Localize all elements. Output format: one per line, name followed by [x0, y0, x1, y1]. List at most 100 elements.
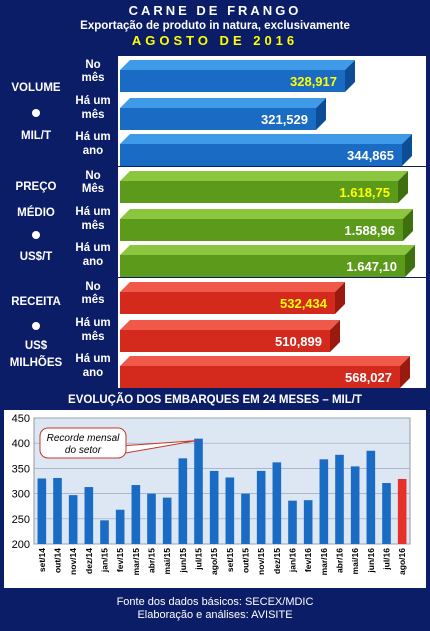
- x-tick-label: mai/16: [350, 548, 360, 575]
- bar-side: [405, 245, 415, 277]
- footer: Fonte dos dados básicos: SECEX/MDIC Elab…: [4, 591, 426, 627]
- row-label: Há um: [75, 353, 111, 365]
- bar-top: [120, 134, 412, 144]
- y-tick-label: 200: [12, 539, 30, 551]
- x-tick-label: out/14: [53, 548, 63, 573]
- revenue-label-block: RECEITA US$ MILHÕES: [4, 278, 68, 388]
- chart-bar: [272, 462, 282, 544]
- chart-bar: [178, 458, 188, 544]
- chart-bar: [366, 450, 376, 544]
- chart-bar: [319, 459, 329, 544]
- bullet-icon: [32, 109, 40, 117]
- price-label-block: PREÇO MÉDIO US$/T: [4, 167, 68, 277]
- header-period: AGOSTO DE 2016: [131, 33, 299, 48]
- stepped-bars: 344,865 321,529 328,917: [120, 60, 412, 166]
- bar-side: [400, 356, 410, 388]
- x-tick-label: nov/14: [68, 548, 78, 575]
- bar-face: [120, 70, 345, 92]
- row-label: ano: [82, 256, 104, 268]
- x-tick-label: jul/16: [382, 548, 392, 571]
- bar-value-label: 344,865: [347, 148, 394, 163]
- bar-side: [402, 134, 412, 166]
- row-label: Há um: [75, 95, 111, 107]
- x-tick-label: mai/15: [162, 548, 172, 575]
- bar-value-label: 321,529: [261, 112, 308, 127]
- price-bars: 1.647,10 1.588,96 1.618,75: [118, 167, 426, 277]
- x-tick-label: jan/16: [288, 548, 298, 573]
- row-label: No: [85, 281, 101, 293]
- y-tick-label: 350: [12, 463, 30, 475]
- price-panel: PREÇO MÉDIO US$/T No Mês Há um mês Há um…: [4, 167, 426, 277]
- row-label: mês: [81, 220, 105, 232]
- chart-bar: [115, 509, 125, 544]
- bar-top: [120, 98, 326, 108]
- row-label: ano: [82, 367, 104, 379]
- bar-value-label: 510,899: [275, 334, 322, 349]
- row-label: mês: [81, 331, 105, 343]
- x-tick-label: set/14: [37, 548, 47, 572]
- bar-side: [398, 171, 408, 203]
- x-tick-label: set/15: [225, 548, 235, 572]
- bullet-icon: [32, 322, 40, 330]
- volume-panel: VOLUME MIL/T No mês Há um mês Há um ano …: [4, 56, 426, 166]
- footer-credits: Elaboração e análises: AVISITE: [137, 609, 293, 621]
- bar-top: [120, 209, 413, 219]
- x-tick-label: fev/15: [115, 548, 125, 572]
- price-label-2: MÉDIO: [17, 207, 55, 219]
- chart-bar: [256, 470, 266, 544]
- chart-bar: [37, 478, 47, 544]
- revenue-categories: No mês Há um mês Há um ano: [68, 278, 118, 388]
- chart-bar: [68, 495, 78, 544]
- revenue-unit: US$: [24, 340, 48, 352]
- x-tick-label: jun/15: [178, 548, 188, 574]
- bar-side: [345, 60, 355, 92]
- bar-face: [120, 144, 402, 166]
- chart-bar: [397, 478, 407, 544]
- y-tick-label: 400: [12, 438, 30, 450]
- chart-bar: [382, 483, 391, 544]
- bullet-icon: [32, 231, 40, 239]
- volume-bars: 344,865 321,529 328,917: [118, 56, 426, 166]
- header: CARNE DE FRANGO Exportação de produto in…: [4, 3, 426, 51]
- volume-label-block: VOLUME MIL/T: [4, 56, 68, 166]
- bar-value-label: 328,917: [290, 74, 337, 89]
- y-tick-label: 450: [12, 413, 30, 425]
- x-tick-label: abr/15: [147, 548, 157, 573]
- price-categories: No Mês Há um mês Há um ano: [68, 167, 118, 277]
- chart-bar: [350, 466, 360, 544]
- bar-chart-svg: 200 250 300 350 400 450 set/14 out/14 nov/14 dez/…: [12, 413, 411, 575]
- x-tick-label: ago/16: [397, 548, 407, 575]
- y-tick-label: 250: [12, 514, 30, 526]
- y-tick-label: 300: [12, 489, 30, 501]
- bar-chart: 200 250 300 350 400 450 set/14 out/14 nov/14 dez/…: [4, 410, 426, 588]
- bar-value-label: 532,434: [280, 296, 328, 311]
- revenue-panel: RECEITA US$ MILHÕES No mês Há um mês Há …: [4, 278, 426, 388]
- chart-title: EVOLUÇÃO DOS EMBARQUES EM 24 MESES – MIL…: [4, 392, 426, 408]
- x-tick-label: jun/16: [366, 548, 376, 574]
- x-tick-label: dez/14: [84, 548, 94, 574]
- chart-bar: [131, 485, 141, 544]
- row-label: ano: [82, 145, 104, 157]
- bar-face: [120, 181, 398, 203]
- chart-bar: [288, 500, 297, 544]
- footer-source: Fonte dos dados básicos: SECEX/MDIC: [116, 596, 314, 608]
- row-label: No: [85, 59, 101, 71]
- bar-top: [120, 171, 408, 181]
- bar-face: [120, 330, 330, 352]
- header-title: CARNE DE FRANGO: [128, 3, 302, 18]
- bar-side: [403, 209, 413, 241]
- row-label: No: [85, 170, 101, 182]
- row-label: mês: [81, 109, 105, 121]
- bar-top: [120, 282, 345, 292]
- chart-bar: [303, 500, 313, 544]
- row-label: Mês: [81, 183, 105, 195]
- revenue-label: RECEITA: [11, 296, 61, 308]
- callout-box: [39, 427, 127, 459]
- chart-bar: [147, 493, 156, 544]
- x-tick-label: out/15: [241, 548, 251, 573]
- price-label: PREÇO: [15, 181, 57, 193]
- row-label: mês: [81, 72, 105, 84]
- bar-face: [120, 108, 316, 130]
- volume-categories: No mês Há um mês Há um ano: [68, 56, 118, 166]
- revenue-bars: 568,027 510,899 532,434: [118, 278, 426, 388]
